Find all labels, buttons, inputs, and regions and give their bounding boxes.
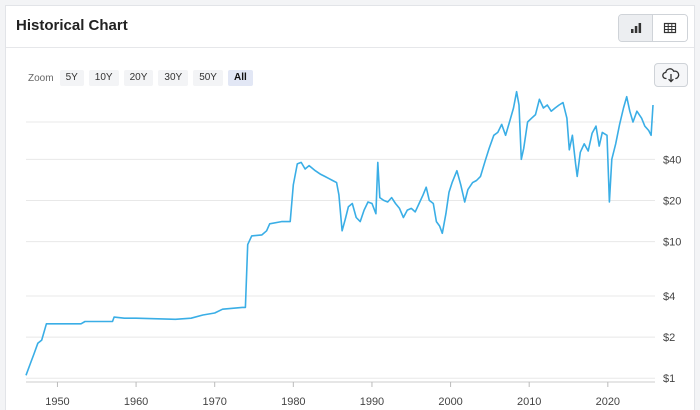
table-view-button[interactable] — [653, 15, 687, 41]
x-tick-label: 2020 — [596, 396, 620, 408]
x-tick-label: 1980 — [281, 396, 305, 408]
y-tick-label: $2 — [663, 332, 675, 344]
zoom-5y-button[interactable]: 5Y — [59, 70, 84, 86]
panel-header: Historical Chart — [6, 6, 694, 48]
zoom-10y-button[interactable]: 10Y — [88, 70, 119, 86]
y-tick-label: $1 — [663, 373, 675, 385]
price-series-line — [25, 90, 654, 376]
x-tick-label: 2010 — [517, 396, 541, 408]
y-tick-label: $40 — [663, 154, 681, 166]
x-tick-label: 1960 — [124, 396, 148, 408]
y-tick-label: $20 — [663, 195, 681, 207]
cloud-download-icon — [662, 68, 680, 83]
x-tick-label: 2000 — [438, 396, 462, 408]
zoom-label: Zoom — [28, 72, 54, 84]
view-toggle — [618, 14, 688, 42]
table-icon — [663, 22, 677, 34]
download-button[interactable] — [654, 63, 688, 87]
panel-title: Historical Chart — [16, 17, 128, 34]
chart-view-button[interactable] — [619, 15, 653, 41]
zoom-50y-button[interactable]: 50Y — [193, 70, 223, 86]
x-tick-label: 1970 — [202, 396, 226, 408]
zoom-all-button[interactable]: All — [227, 70, 253, 86]
x-tick-label: 1950 — [45, 396, 69, 408]
bar-chart-icon — [630, 23, 641, 33]
y-tick-label: $10 — [663, 237, 681, 249]
zoom-bar: Zoom 5Y 10Y 20Y 30Y 50Y All — [28, 70, 258, 86]
x-tick-label: 1990 — [360, 396, 384, 408]
zoom-20y-button[interactable]: 20Y — [123, 70, 154, 86]
zoom-30y-button[interactable]: 30Y — [158, 70, 189, 86]
historical-chart-panel: Historical Chart Zoom 5 — [5, 5, 695, 410]
y-tick-label: $4 — [663, 291, 675, 303]
